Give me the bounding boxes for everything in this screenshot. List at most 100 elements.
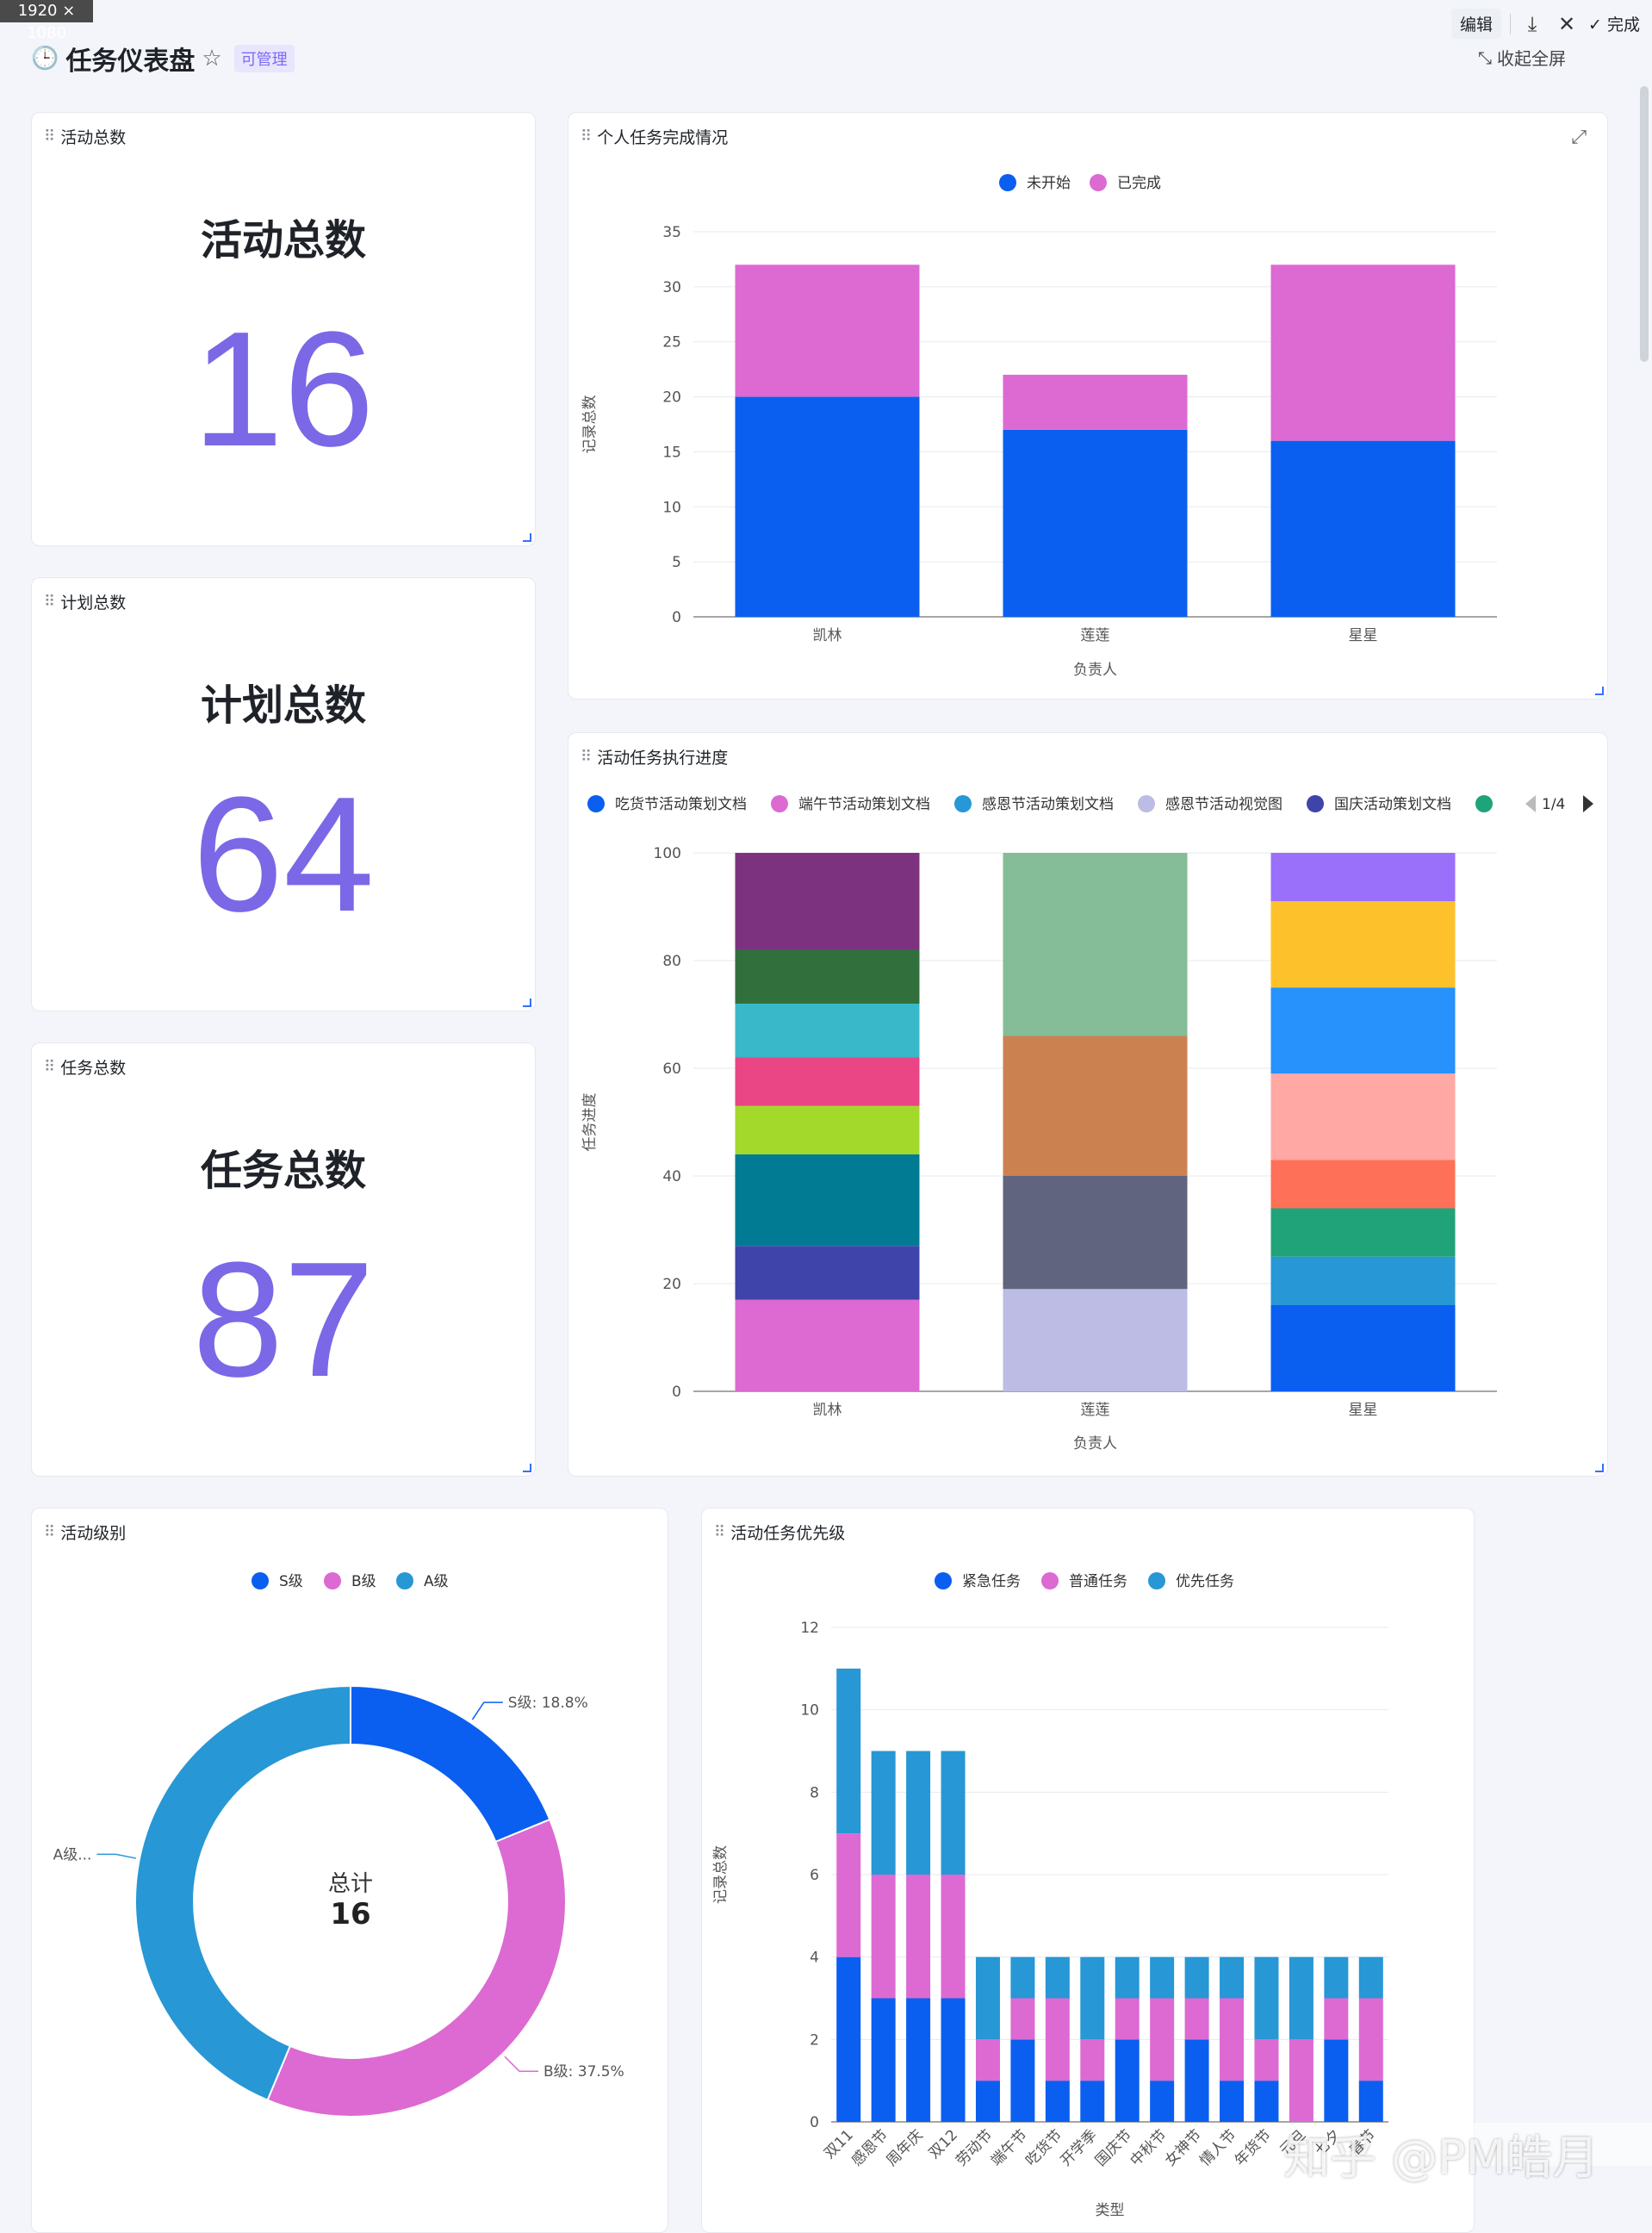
bar-segment bbox=[1010, 1998, 1035, 2040]
screen-size-badge: 1920 × 1080 bbox=[0, 0, 93, 42]
x-axis-label: 负责人 bbox=[1073, 662, 1117, 679]
dashboard-header: 🕒 任务仪表盘 ☆ 可管理 bbox=[31, 41, 295, 77]
bar-segment bbox=[1010, 2039, 1035, 2122]
top-toolbar: 编辑 ⤓ ✕ ✓ 完成 bbox=[1451, 9, 1640, 39]
scrollbar[interactable] bbox=[1640, 86, 1649, 362]
activity-progress-chart: 0 20 40 60 80 100 负责人 任务进度 吃货节活动策划文档 端午节活动策划文档 感恩节… bbox=[581, 795, 1593, 1452]
bar-segment bbox=[735, 1057, 920, 1106]
bar-segment bbox=[871, 1875, 896, 1999]
personal-task-card: ⠿ 个人任务完成情况 ⤢ 0 5 10 15 20 25 30 35 负责人 记录总数 未开始 已完成凯… bbox=[568, 112, 1608, 700]
drag-handle-icon[interactable]: ⠿ bbox=[714, 1523, 725, 1541]
bar-segment bbox=[1254, 2039, 1279, 2081]
legend-label: S级 bbox=[279, 1573, 303, 1590]
bar-segment bbox=[1150, 1998, 1175, 2081]
stat-label: 计划总数 bbox=[200, 681, 366, 730]
legend-marker bbox=[771, 795, 788, 812]
x-tick-label: 莲莲 bbox=[1081, 627, 1110, 644]
x-tick-label: 感恩节 bbox=[848, 2126, 891, 2169]
close-icon[interactable]: ✕ bbox=[1557, 11, 1576, 36]
drag-handle-icon[interactable]: ⠿ bbox=[44, 1523, 55, 1541]
edit-button[interactable]: 编辑 bbox=[1451, 9, 1502, 39]
bar-segment bbox=[975, 1956, 1000, 2040]
y-tick-label: 10 bbox=[662, 499, 681, 516]
bar-segment bbox=[735, 853, 920, 950]
legend-label: 未开始 bbox=[1027, 175, 1071, 192]
y-tick-label: 10 bbox=[800, 1702, 819, 1720]
bar-segment bbox=[975, 2039, 1000, 2081]
resize-handle[interactable] bbox=[1595, 687, 1604, 695]
bar-segment bbox=[941, 1751, 966, 1875]
task-priority-card: ⠿ 活动任务优先级 0 2 4 6 8 10 12 类型 记录总数 紧急任务 普通任务 优先任务 双11 感… bbox=[701, 1508, 1475, 2233]
y-tick-label: 35 bbox=[662, 224, 681, 241]
legend-page-indicator: 1/4 bbox=[1542, 796, 1565, 813]
bar-segment bbox=[1254, 2081, 1279, 2122]
star-icon[interactable]: ☆ bbox=[202, 46, 222, 72]
collapse-fullscreen-button[interactable]: ⤡ 收起全屏 bbox=[1478, 45, 1566, 70]
bar-segment bbox=[1150, 2081, 1175, 2122]
drag-handle-icon[interactable]: ⠿ bbox=[44, 1058, 55, 1076]
y-axis-label: 记录总数 bbox=[712, 1845, 730, 1904]
resize-handle[interactable] bbox=[523, 533, 531, 542]
resize-handle[interactable] bbox=[523, 1464, 531, 1472]
system-tray bbox=[1454, 2123, 1652, 2166]
legend-marker bbox=[587, 795, 605, 812]
y-tick-label: 20 bbox=[662, 389, 681, 407]
y-tick-label: 5 bbox=[672, 554, 681, 571]
legend-label: A级 bbox=[424, 1573, 449, 1590]
bar-segment bbox=[1289, 1956, 1314, 2040]
bar-segment bbox=[735, 1246, 920, 1300]
done-button[interactable]: ✓ 完成 bbox=[1588, 12, 1640, 35]
y-tick-label: 40 bbox=[662, 1168, 681, 1185]
legend-prev-icon bbox=[1525, 795, 1536, 812]
x-tick-label: 女神节 bbox=[1162, 2126, 1205, 2169]
y-axis-label: 任务进度 bbox=[581, 1093, 599, 1152]
bar-segment bbox=[735, 1154, 920, 1247]
bar-segment bbox=[1270, 264, 1456, 441]
legend-next-icon bbox=[1583, 795, 1593, 812]
x-tick-label: 周年庆 bbox=[883, 2126, 926, 2169]
bar-segment bbox=[1270, 987, 1456, 1074]
x-tick-label: 凯林 bbox=[813, 1402, 842, 1419]
bar-segment bbox=[941, 1875, 966, 1999]
drag-handle-icon[interactable]: ⠿ bbox=[44, 593, 55, 611]
collapse-icon: ⤡ bbox=[1478, 47, 1492, 68]
bar-segment bbox=[735, 1004, 920, 1058]
bar-segment bbox=[1080, 1956, 1105, 2040]
bar-segment bbox=[1270, 901, 1456, 988]
bar-segment bbox=[735, 949, 920, 1004]
drag-handle-icon[interactable]: ⠿ bbox=[581, 128, 592, 146]
card-title-text: 计划总数 bbox=[60, 594, 127, 613]
resize-handle[interactable] bbox=[523, 998, 531, 1007]
bar-segment bbox=[1270, 1160, 1456, 1209]
legend-label: 吃货节活动策划文档 bbox=[615, 796, 747, 813]
watermark: 知乎 @PM皓月 bbox=[1283, 2130, 1599, 2185]
legend-marker bbox=[1041, 1572, 1059, 1589]
stat-value: 64 bbox=[192, 763, 375, 946]
donut-center-label: 总计 bbox=[328, 1871, 373, 1897]
bar-segment bbox=[975, 2081, 1000, 2122]
bar-segment bbox=[871, 1998, 896, 2122]
card-title-text: 活动任务优先级 bbox=[730, 1524, 846, 1543]
x-axis-label: 类型 bbox=[1096, 2202, 1125, 2219]
slice-leader-line bbox=[96, 1853, 137, 1859]
expand-icon[interactable]: ⤢ bbox=[1571, 127, 1587, 148]
download-icon[interactable]: ⤓ bbox=[1527, 11, 1537, 36]
y-tick-label: 4 bbox=[810, 1950, 819, 1967]
pie-slice bbox=[266, 1818, 567, 2118]
drag-handle-icon[interactable]: ⠿ bbox=[44, 128, 55, 146]
bar-segment bbox=[836, 1956, 861, 2122]
drag-handle-icon[interactable]: ⠿ bbox=[581, 748, 592, 766]
bar-segment bbox=[1010, 1956, 1035, 1999]
y-tick-label: 100 bbox=[654, 845, 681, 862]
bar-segment bbox=[1003, 1176, 1188, 1290]
bar-segment bbox=[1150, 1956, 1175, 1999]
legend-label: 感恩节活动策划文档 bbox=[982, 796, 1114, 813]
bar-segment bbox=[1045, 1956, 1070, 1999]
legend-marker bbox=[935, 1572, 952, 1589]
bar-segment bbox=[1220, 1956, 1245, 1999]
card-title: ⠿ 计划总数 bbox=[44, 590, 126, 613]
resize-handle[interactable] bbox=[1595, 1464, 1604, 1472]
legend-marker bbox=[1090, 174, 1107, 191]
bar-segment bbox=[1220, 2081, 1245, 2122]
